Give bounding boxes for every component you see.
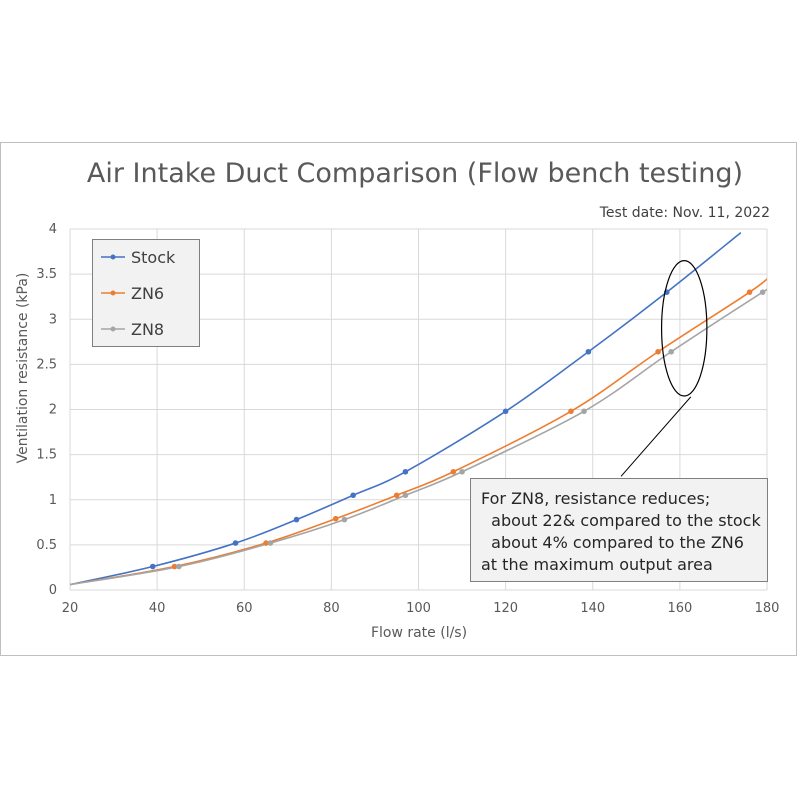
x-tick-label: 80	[323, 601, 340, 616]
data-point-stock	[232, 540, 239, 546]
x-tick-label: 140	[580, 601, 605, 616]
x-tick-label: 160	[667, 601, 692, 616]
data-point-stock	[502, 408, 509, 415]
data-point-zn6	[568, 408, 574, 415]
data-point-stock	[585, 348, 592, 355]
series-line-zn8	[70, 288, 767, 586]
data-point-stock	[402, 468, 409, 475]
y-tick-label: 2	[49, 403, 57, 418]
data-point-zn6	[263, 540, 269, 546]
series-markers	[149, 289, 766, 570]
x-tick-label: 100	[406, 601, 431, 616]
legend-item-zn8: ZN8	[101, 318, 164, 340]
y-tick-label: 1.5	[36, 448, 57, 463]
data-point-zn6	[746, 289, 753, 295]
legend: Stock ZN6 ZN8	[92, 239, 200, 347]
data-point-zn8	[581, 408, 587, 415]
data-point-zn8	[459, 468, 465, 475]
data-point-zn8	[267, 540, 274, 546]
callout-shapes	[620, 259, 708, 477]
x-tick-label: 180	[755, 601, 780, 616]
data-point-zn8	[759, 289, 766, 295]
data-point-stock	[350, 492, 356, 499]
y-tick-label: 1	[49, 493, 57, 508]
x-tick-label: 40	[149, 601, 166, 616]
y-tick-label: 3.5	[36, 267, 57, 282]
data-point-zn8	[176, 563, 182, 570]
data-point-zn6	[450, 468, 457, 475]
chart-title: Air Intake Duct Comparison (Flow bench t…	[86, 158, 744, 189]
annotation-box: For ZN8, resistance reduces; about 22& c…	[470, 478, 768, 582]
x-tick-labels: 20 40 60 80 100 120 140 160 180	[62, 601, 780, 616]
annotation-line: about 22& compared to the stock	[481, 511, 761, 530]
legend-label-zn6: ZN6	[131, 283, 165, 303]
x-tick-label: 120	[493, 601, 518, 616]
callout-leader-line	[620, 396, 692, 477]
legend-label-stock: Stock	[131, 247, 176, 267]
highlight-ellipse	[660, 259, 708, 397]
data-point-stock	[149, 563, 156, 570]
legend-label-zn8: ZN8	[131, 319, 165, 339]
x-axis-label: Flow rate (l/s)	[371, 625, 467, 641]
gridlines	[69, 228, 768, 591]
data-point-zn6	[393, 492, 400, 499]
y-tick-label: 0	[49, 583, 57, 598]
data-point-zn6	[332, 515, 339, 522]
legend-line-zn8	[101, 326, 125, 332]
x-tick-label: 20	[62, 601, 79, 616]
data-point-zn6	[171, 563, 178, 570]
y-tick-label: 3	[49, 312, 57, 327]
data-point-zn8	[402, 492, 409, 499]
data-point-zn8	[341, 516, 348, 523]
data-point-zn6	[655, 348, 661, 355]
data-point-stock	[293, 516, 300, 523]
data-point-zn8	[668, 348, 674, 355]
series-line-zn6	[70, 278, 767, 586]
annotation-line: at the maximum output area	[481, 555, 713, 574]
legend-item-stock: Stock	[101, 246, 175, 268]
series-line-stock	[70, 231, 742, 586]
chart-subtitle: Test date: Nov. 11, 2022	[599, 205, 770, 221]
y-tick-labels: 0 0.5 1 1.5 2 2.5 3 3.5 4	[36, 222, 57, 598]
legend-item-zn6: ZN6	[101, 282, 164, 304]
annotation-line: For ZN8, resistance reduces;	[481, 489, 711, 508]
legend-line-stock	[101, 254, 125, 260]
legend-line-zn6	[101, 290, 125, 296]
y-tick-label: 0.5	[36, 538, 57, 553]
annotation-line: about 4% compared to the ZN6	[481, 533, 744, 552]
y-axis-label: Ventilation resistance (kPa)	[15, 273, 31, 464]
series-lines	[70, 231, 767, 586]
x-tick-label: 60	[236, 601, 253, 616]
y-tick-label: 2.5	[36, 357, 57, 372]
y-tick-label: 4	[49, 222, 57, 237]
